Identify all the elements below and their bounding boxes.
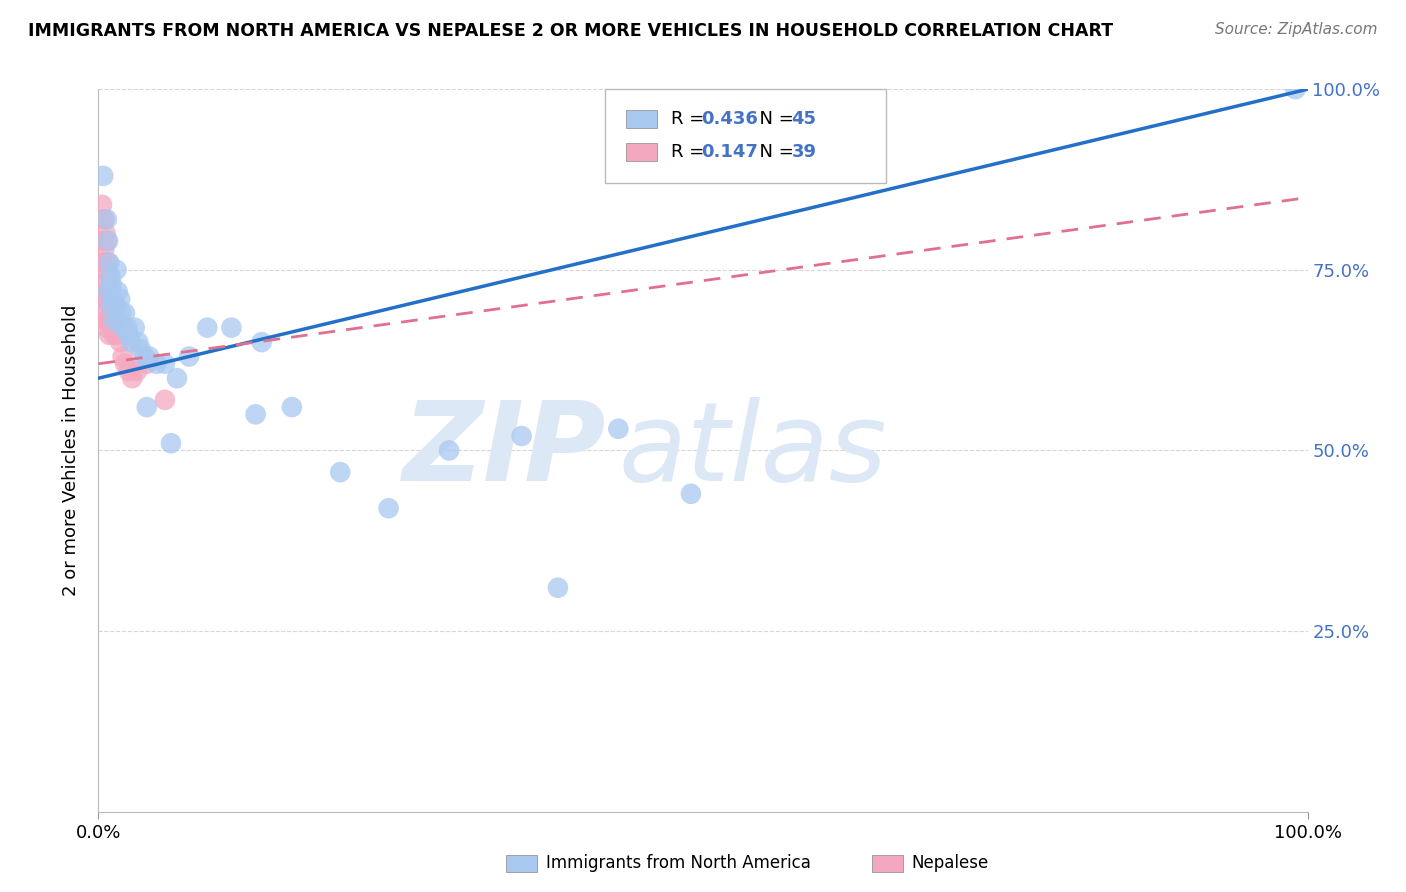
Point bbox=[108, 334, 131, 349]
Point bbox=[105, 262, 128, 277]
Point bbox=[329, 465, 352, 479]
Point bbox=[107, 285, 129, 299]
Point bbox=[94, 255, 117, 269]
Point bbox=[114, 357, 136, 371]
Point bbox=[91, 234, 114, 248]
Point bbox=[98, 255, 121, 269]
Point bbox=[97, 234, 120, 248]
Point bbox=[96, 262, 118, 277]
Point bbox=[101, 313, 124, 327]
Point bbox=[134, 350, 156, 364]
Point bbox=[124, 320, 146, 334]
Point bbox=[179, 350, 201, 364]
Point bbox=[118, 327, 141, 342]
Point bbox=[153, 392, 176, 407]
Point bbox=[138, 350, 160, 364]
Point bbox=[166, 371, 188, 385]
Point bbox=[96, 212, 118, 227]
Point bbox=[107, 327, 129, 342]
Point bbox=[100, 277, 122, 292]
Point bbox=[108, 313, 131, 327]
Point bbox=[195, 320, 218, 334]
Text: R =: R = bbox=[671, 110, 710, 128]
Point bbox=[97, 285, 120, 299]
Point bbox=[510, 429, 533, 443]
Point bbox=[97, 255, 120, 269]
Point bbox=[101, 292, 124, 306]
Point bbox=[94, 313, 117, 327]
Point bbox=[250, 334, 273, 349]
Point bbox=[105, 299, 128, 313]
Point bbox=[93, 212, 115, 227]
Text: 0.436: 0.436 bbox=[702, 110, 758, 128]
Point bbox=[160, 436, 183, 450]
Point bbox=[93, 277, 115, 292]
Point bbox=[100, 313, 122, 327]
Point bbox=[437, 443, 460, 458]
Point bbox=[103, 313, 125, 327]
Point bbox=[114, 306, 136, 320]
Point bbox=[153, 357, 176, 371]
Point bbox=[111, 320, 134, 334]
Point bbox=[105, 320, 128, 334]
Point bbox=[607, 422, 630, 436]
Text: R =: R = bbox=[671, 143, 710, 161]
Point bbox=[103, 327, 125, 342]
Point bbox=[96, 292, 118, 306]
Point bbox=[96, 234, 118, 248]
Point bbox=[135, 400, 157, 414]
Text: N =: N = bbox=[748, 110, 800, 128]
Point bbox=[245, 407, 267, 421]
Text: ZIP: ZIP bbox=[402, 397, 606, 504]
Point bbox=[100, 285, 122, 299]
Point bbox=[93, 306, 115, 320]
Point bbox=[104, 299, 127, 313]
Point bbox=[96, 320, 118, 334]
Text: 45: 45 bbox=[792, 110, 817, 128]
Text: IMMIGRANTS FROM NORTH AMERICA VS NEPALESE 2 OR MORE VEHICLES IN HOUSEHOLD CORREL: IMMIGRANTS FROM NORTH AMERICA VS NEPALES… bbox=[28, 22, 1114, 40]
Point bbox=[98, 299, 121, 313]
Point bbox=[91, 169, 114, 183]
Text: Source: ZipAtlas.com: Source: ZipAtlas.com bbox=[1215, 22, 1378, 37]
Point bbox=[108, 292, 131, 306]
Point bbox=[94, 285, 117, 299]
Point bbox=[100, 270, 122, 285]
Point bbox=[121, 371, 143, 385]
Point bbox=[98, 270, 121, 285]
Point bbox=[100, 299, 122, 313]
Point bbox=[679, 487, 702, 501]
Point bbox=[94, 227, 117, 241]
Point bbox=[547, 581, 569, 595]
Point bbox=[110, 306, 132, 320]
Point bbox=[127, 364, 149, 378]
Y-axis label: 2 or more Vehicles in Household: 2 or more Vehicles in Household bbox=[62, 305, 80, 596]
Point bbox=[120, 334, 142, 349]
Point bbox=[129, 343, 152, 357]
Point bbox=[111, 350, 134, 364]
Point bbox=[93, 241, 115, 255]
Point bbox=[127, 334, 149, 349]
Text: N =: N = bbox=[748, 143, 800, 161]
Point bbox=[377, 501, 399, 516]
Text: atlas: atlas bbox=[619, 397, 887, 504]
Point bbox=[100, 299, 122, 313]
Point bbox=[91, 212, 114, 227]
Point bbox=[118, 364, 141, 378]
Text: 39: 39 bbox=[792, 143, 817, 161]
Point bbox=[1284, 82, 1306, 96]
Text: Nepalese: Nepalese bbox=[911, 855, 988, 872]
Point bbox=[91, 292, 114, 306]
Point bbox=[135, 357, 157, 371]
Point bbox=[281, 400, 304, 414]
Point bbox=[145, 357, 167, 371]
Text: 0.147: 0.147 bbox=[702, 143, 758, 161]
Point bbox=[221, 320, 243, 334]
Point bbox=[91, 255, 114, 269]
Point bbox=[91, 198, 114, 212]
Point bbox=[97, 313, 120, 327]
Point bbox=[117, 320, 139, 334]
Point bbox=[97, 285, 120, 299]
Point bbox=[98, 327, 121, 342]
Text: Immigrants from North America: Immigrants from North America bbox=[546, 855, 810, 872]
